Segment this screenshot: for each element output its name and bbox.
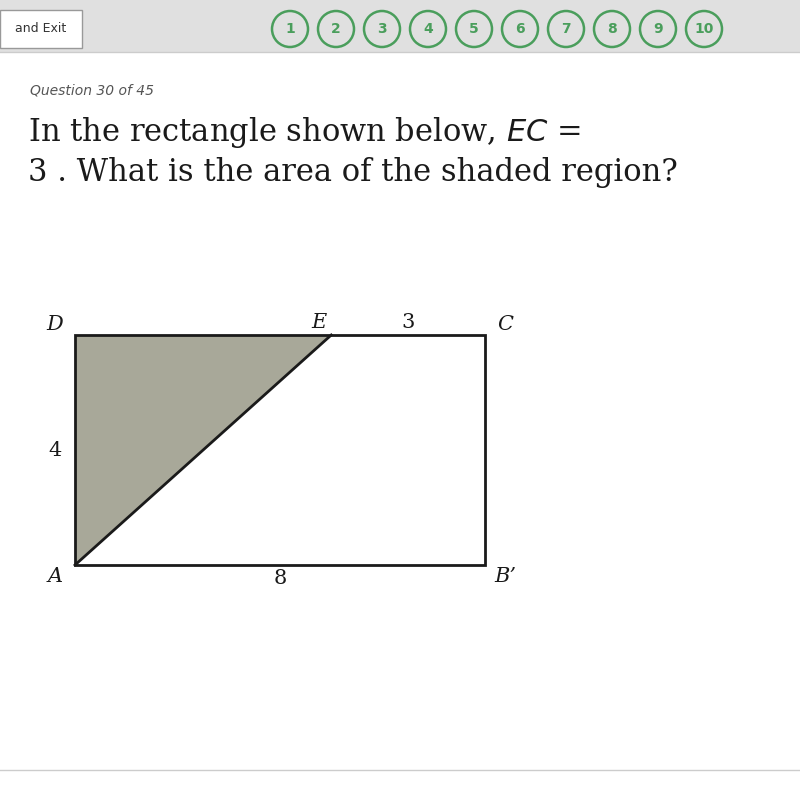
Polygon shape bbox=[75, 335, 485, 565]
Text: 5: 5 bbox=[469, 22, 479, 36]
Text: 7: 7 bbox=[561, 22, 571, 36]
Text: D: D bbox=[46, 315, 63, 334]
Text: 3: 3 bbox=[402, 313, 415, 331]
Text: A: A bbox=[47, 567, 62, 586]
Text: 4: 4 bbox=[48, 441, 62, 459]
Text: 2: 2 bbox=[331, 22, 341, 36]
Text: 8: 8 bbox=[274, 570, 286, 589]
FancyBboxPatch shape bbox=[0, 10, 82, 48]
Text: E: E bbox=[312, 313, 327, 331]
Bar bbox=[0, 0, 800, 52]
Text: B’: B’ bbox=[494, 567, 516, 586]
Text: 6: 6 bbox=[515, 22, 525, 36]
Text: Question 30 of 45: Question 30 of 45 bbox=[30, 83, 154, 97]
Text: 4: 4 bbox=[423, 22, 433, 36]
Text: 10: 10 bbox=[694, 22, 714, 36]
Text: C: C bbox=[497, 315, 513, 334]
Text: 3 . What is the area of the shaded region?: 3 . What is the area of the shaded regio… bbox=[28, 157, 678, 187]
Text: and Exit: and Exit bbox=[15, 22, 66, 35]
Text: 9: 9 bbox=[653, 22, 663, 36]
Text: 1: 1 bbox=[285, 22, 295, 36]
Text: 3: 3 bbox=[377, 22, 387, 36]
Text: In the rectangle shown below, $EC$ =: In the rectangle shown below, $EC$ = bbox=[28, 114, 581, 150]
Text: 8: 8 bbox=[607, 22, 617, 36]
Polygon shape bbox=[75, 335, 331, 565]
